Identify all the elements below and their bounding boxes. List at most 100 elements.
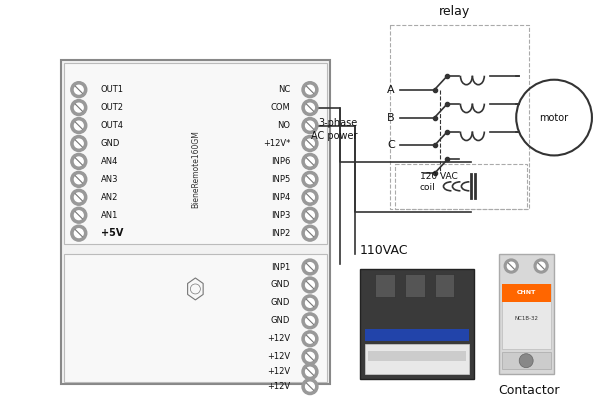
Bar	[61, 60, 330, 384]
Circle shape	[302, 313, 318, 329]
Text: OUT1: OUT1	[101, 85, 124, 94]
Circle shape	[305, 103, 314, 112]
Text: INP1: INP1	[271, 262, 290, 272]
Text: B: B	[387, 112, 395, 122]
Circle shape	[305, 316, 314, 325]
Bar	[434, 274, 454, 297]
Circle shape	[302, 207, 318, 223]
Circle shape	[74, 229, 83, 238]
Text: NC1B-32: NC1B-32	[514, 316, 538, 321]
Text: +12V: +12V	[267, 352, 290, 361]
Text: +12V: +12V	[267, 334, 290, 343]
Circle shape	[302, 259, 318, 275]
Circle shape	[74, 85, 83, 94]
Bar	[502, 352, 551, 369]
Text: GND: GND	[271, 280, 290, 290]
Circle shape	[305, 280, 314, 289]
Circle shape	[305, 211, 314, 220]
Circle shape	[71, 100, 87, 116]
Circle shape	[305, 85, 314, 94]
Text: +12V*: +12V*	[263, 139, 290, 148]
Circle shape	[302, 225, 318, 241]
Circle shape	[302, 277, 318, 293]
Circle shape	[302, 331, 318, 347]
Circle shape	[302, 364, 318, 380]
Circle shape	[71, 136, 87, 152]
Text: CHNT: CHNT	[517, 290, 536, 296]
Circle shape	[305, 382, 314, 391]
Circle shape	[74, 211, 83, 220]
Bar	[368, 351, 466, 361]
Circle shape	[302, 295, 318, 311]
Circle shape	[74, 193, 83, 202]
Circle shape	[305, 157, 314, 166]
Text: AN3: AN3	[101, 175, 118, 184]
Circle shape	[302, 118, 318, 134]
Circle shape	[534, 259, 548, 273]
Circle shape	[302, 100, 318, 116]
Text: BieneRemote160GM: BieneRemote160GM	[191, 130, 200, 208]
Circle shape	[305, 263, 314, 272]
Text: GND: GND	[271, 298, 290, 307]
Circle shape	[537, 262, 545, 270]
Circle shape	[305, 229, 314, 238]
Circle shape	[519, 354, 533, 368]
Circle shape	[305, 193, 314, 202]
Circle shape	[504, 259, 518, 273]
Text: +5V: +5V	[101, 228, 123, 238]
Text: +12V: +12V	[267, 382, 290, 391]
Circle shape	[302, 349, 318, 365]
Text: 110VAC: 110VAC	[360, 244, 408, 257]
Circle shape	[71, 82, 87, 98]
Circle shape	[305, 352, 314, 361]
Circle shape	[302, 379, 318, 394]
Text: AN4: AN4	[101, 157, 118, 166]
Text: INP5: INP5	[271, 175, 290, 184]
Text: C: C	[387, 140, 395, 150]
Text: INP4: INP4	[271, 193, 290, 202]
Bar	[64, 63, 327, 244]
Text: +12V: +12V	[267, 367, 290, 376]
Bar	[360, 269, 475, 379]
Text: INP6: INP6	[271, 157, 290, 166]
Text: GND: GND	[101, 139, 120, 148]
Text: AN2: AN2	[101, 193, 118, 202]
Circle shape	[302, 82, 318, 98]
Text: NO: NO	[277, 121, 290, 130]
Circle shape	[305, 367, 314, 376]
Circle shape	[71, 154, 87, 169]
Circle shape	[74, 157, 83, 166]
Circle shape	[71, 118, 87, 134]
Text: A: A	[387, 85, 395, 95]
Bar	[502, 284, 551, 302]
Text: OUT2: OUT2	[101, 103, 124, 112]
Text: NC: NC	[278, 85, 290, 94]
Bar	[502, 284, 551, 349]
Text: 120 VAC
coil: 120 VAC coil	[419, 172, 457, 192]
Text: AN1: AN1	[101, 211, 118, 220]
Circle shape	[302, 189, 318, 205]
Text: INP2: INP2	[271, 229, 290, 238]
Text: INP3: INP3	[271, 211, 290, 220]
Circle shape	[74, 121, 83, 130]
Circle shape	[74, 103, 83, 112]
Bar	[365, 329, 469, 341]
Text: COM: COM	[270, 103, 290, 112]
Circle shape	[305, 139, 314, 148]
Bar	[404, 274, 425, 297]
Circle shape	[71, 189, 87, 205]
Text: relay: relay	[439, 5, 470, 18]
Circle shape	[305, 334, 314, 343]
Text: OUT4: OUT4	[101, 121, 124, 130]
Bar	[375, 274, 395, 297]
Circle shape	[71, 225, 87, 241]
Circle shape	[302, 154, 318, 169]
Circle shape	[74, 139, 83, 148]
Circle shape	[305, 175, 314, 184]
Bar	[365, 344, 469, 374]
Bar	[499, 254, 554, 374]
Text: motor: motor	[539, 112, 569, 122]
Bar	[64, 254, 327, 382]
Bar	[389, 25, 529, 209]
Circle shape	[305, 298, 314, 307]
